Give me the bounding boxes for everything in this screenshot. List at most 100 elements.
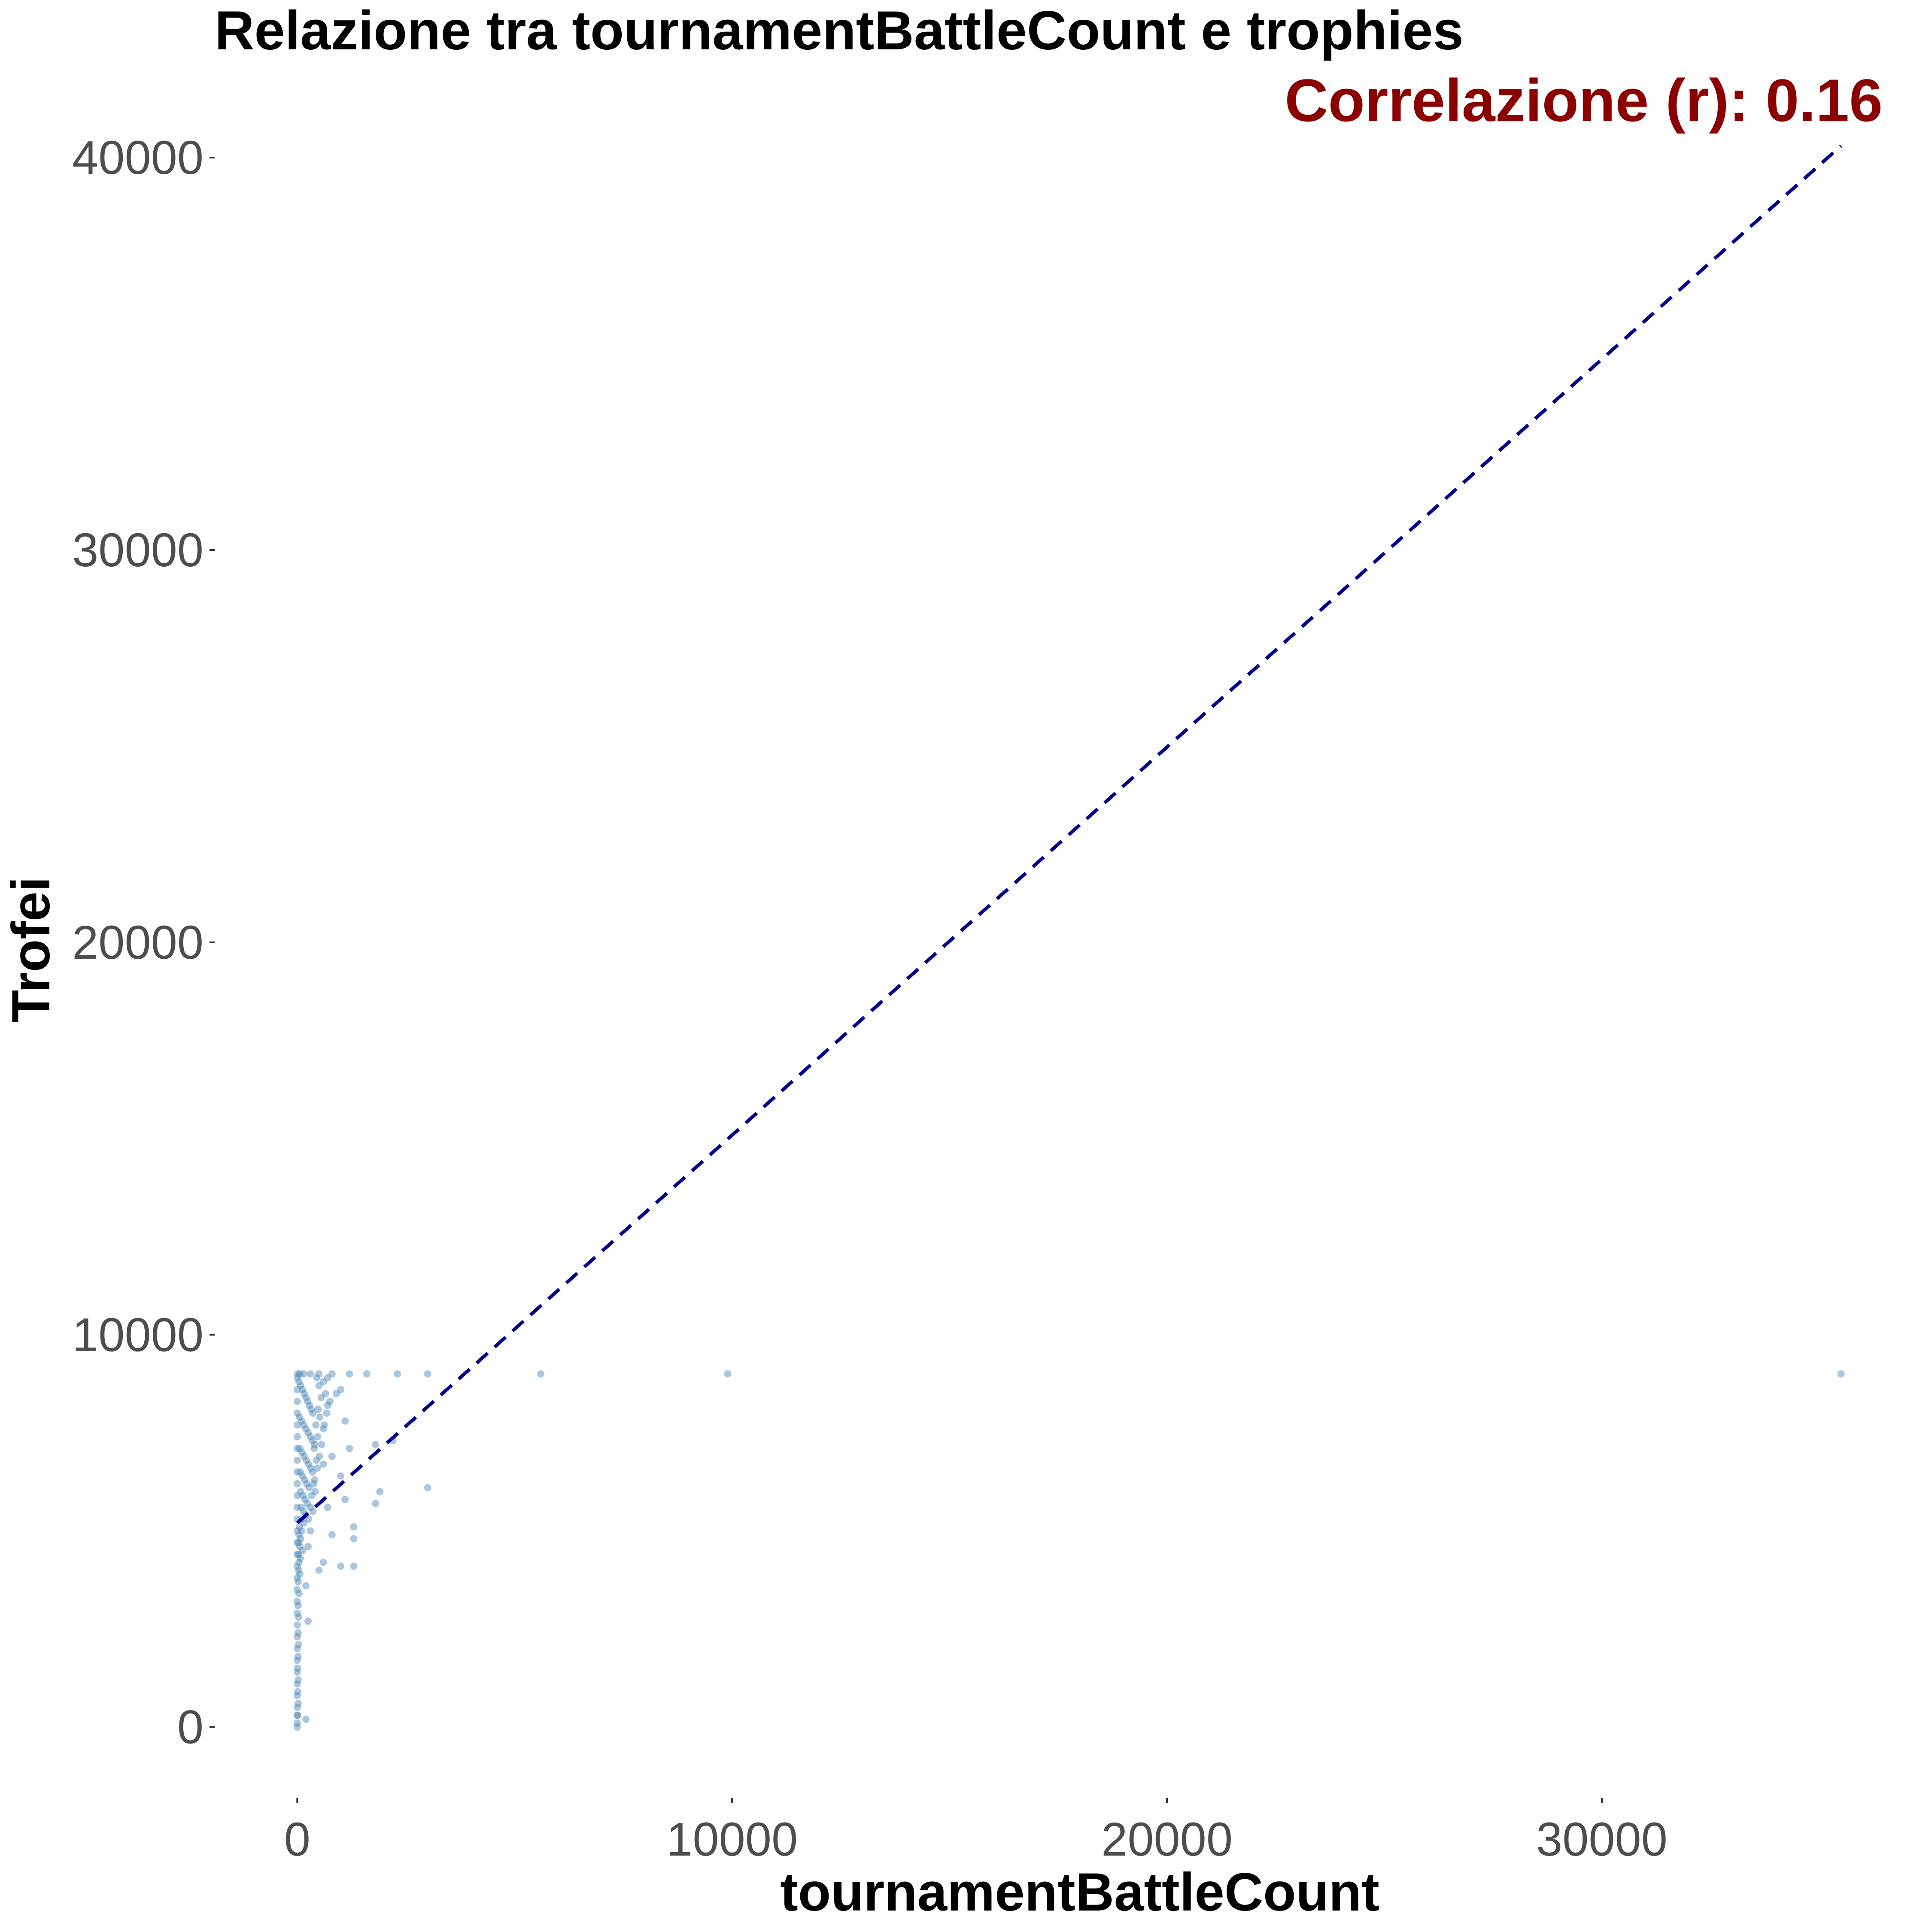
data-points [293, 1370, 1845, 1731]
data-point [295, 1378, 303, 1385]
data-point [296, 1370, 304, 1378]
data-point [293, 1421, 301, 1429]
data-point [298, 1417, 305, 1425]
data-point [293, 1704, 301, 1711]
data-point [309, 1410, 317, 1417]
data-point [300, 1370, 308, 1378]
correlation-annotation: Correlazione (r): 0.16 [1285, 67, 1883, 134]
data-point [293, 1492, 301, 1499]
data-point [300, 1507, 307, 1515]
data-point [300, 1421, 308, 1429]
data-point [295, 1531, 303, 1539]
data-point [303, 1480, 311, 1488]
data-point [294, 1601, 302, 1609]
data-point [297, 1488, 304, 1495]
trend-line [296, 144, 1842, 1525]
data-point [346, 1370, 353, 1378]
data-point [299, 1492, 307, 1499]
data-point [337, 1386, 345, 1394]
data-point [314, 1433, 322, 1440]
data-point [337, 1562, 345, 1570]
data-point [301, 1390, 308, 1397]
data-point [293, 1504, 301, 1511]
data-point [308, 1492, 316, 1499]
data-point [372, 1500, 380, 1507]
data-point [319, 1460, 327, 1468]
data-point [393, 1370, 401, 1378]
data-point [307, 1504, 314, 1511]
data-point [293, 1610, 301, 1617]
data-point [309, 1437, 316, 1444]
data-point [293, 1692, 301, 1700]
data-point [295, 1523, 303, 1531]
data-point [324, 1374, 331, 1382]
data-point [303, 1456, 310, 1464]
data-point [332, 1390, 340, 1397]
data-point [424, 1484, 431, 1492]
data-point [294, 1653, 302, 1660]
data-point [310, 1480, 318, 1488]
data-point [350, 1535, 358, 1543]
data-point [298, 1546, 306, 1554]
data-point [341, 1496, 349, 1504]
data-point [294, 1688, 301, 1695]
data-point [294, 1700, 302, 1707]
data-point [293, 1656, 301, 1664]
data-point [293, 1433, 301, 1440]
x-axis: 0 10000 20000 30000 [284, 1798, 1668, 1866]
y-tick-label: 0 [177, 1701, 204, 1754]
data-point [293, 1598, 301, 1605]
data-point [363, 1370, 371, 1378]
data-point [322, 1390, 329, 1397]
data-point [304, 1500, 311, 1507]
data-point [296, 1570, 304, 1578]
data-point [310, 1445, 318, 1452]
data-point [293, 1680, 301, 1688]
data-point [293, 1562, 301, 1570]
data-point [293, 1645, 301, 1653]
data-point [302, 1394, 310, 1401]
data-point [307, 1527, 314, 1535]
data-point [313, 1374, 321, 1382]
data-point [295, 1558, 303, 1566]
data-point [724, 1370, 732, 1378]
data-point [304, 1429, 312, 1437]
data-point [293, 1445, 301, 1452]
data-point [293, 1527, 301, 1535]
x-tick-label: 20000 [1101, 1813, 1233, 1866]
data-point [311, 1441, 319, 1449]
x-axis-title: tournamentBattleCount [780, 1862, 1379, 1922]
data-point [316, 1413, 324, 1421]
data-point [304, 1617, 312, 1625]
data-point [293, 1719, 301, 1727]
data-point [319, 1558, 327, 1566]
y-axis: 0 10000 20000 30000 40000 [72, 131, 215, 1754]
data-point [319, 1425, 327, 1433]
data-point [294, 1676, 302, 1684]
data-point [537, 1370, 545, 1378]
data-point [312, 1421, 320, 1429]
data-point [324, 1504, 331, 1511]
data-point [294, 1629, 302, 1637]
data-point [319, 1378, 327, 1385]
data-point [293, 1397, 301, 1405]
data-point [314, 1405, 322, 1413]
data-point [293, 1374, 301, 1382]
data-point [376, 1488, 384, 1495]
data-point [317, 1394, 325, 1401]
data-point [313, 1456, 320, 1464]
data-point [328, 1370, 336, 1378]
data-point [307, 1433, 314, 1440]
x-tick-label: 10000 [666, 1813, 798, 1866]
data-point [307, 1405, 315, 1413]
data-point [372, 1441, 380, 1449]
data-point [295, 1539, 302, 1546]
data-point [293, 1621, 301, 1629]
data-point [311, 1488, 319, 1495]
data-point [293, 1586, 301, 1594]
data-point [309, 1507, 317, 1515]
data-point [298, 1449, 306, 1456]
y-tick-label: 10000 [72, 1309, 204, 1361]
data-point [350, 1523, 358, 1531]
